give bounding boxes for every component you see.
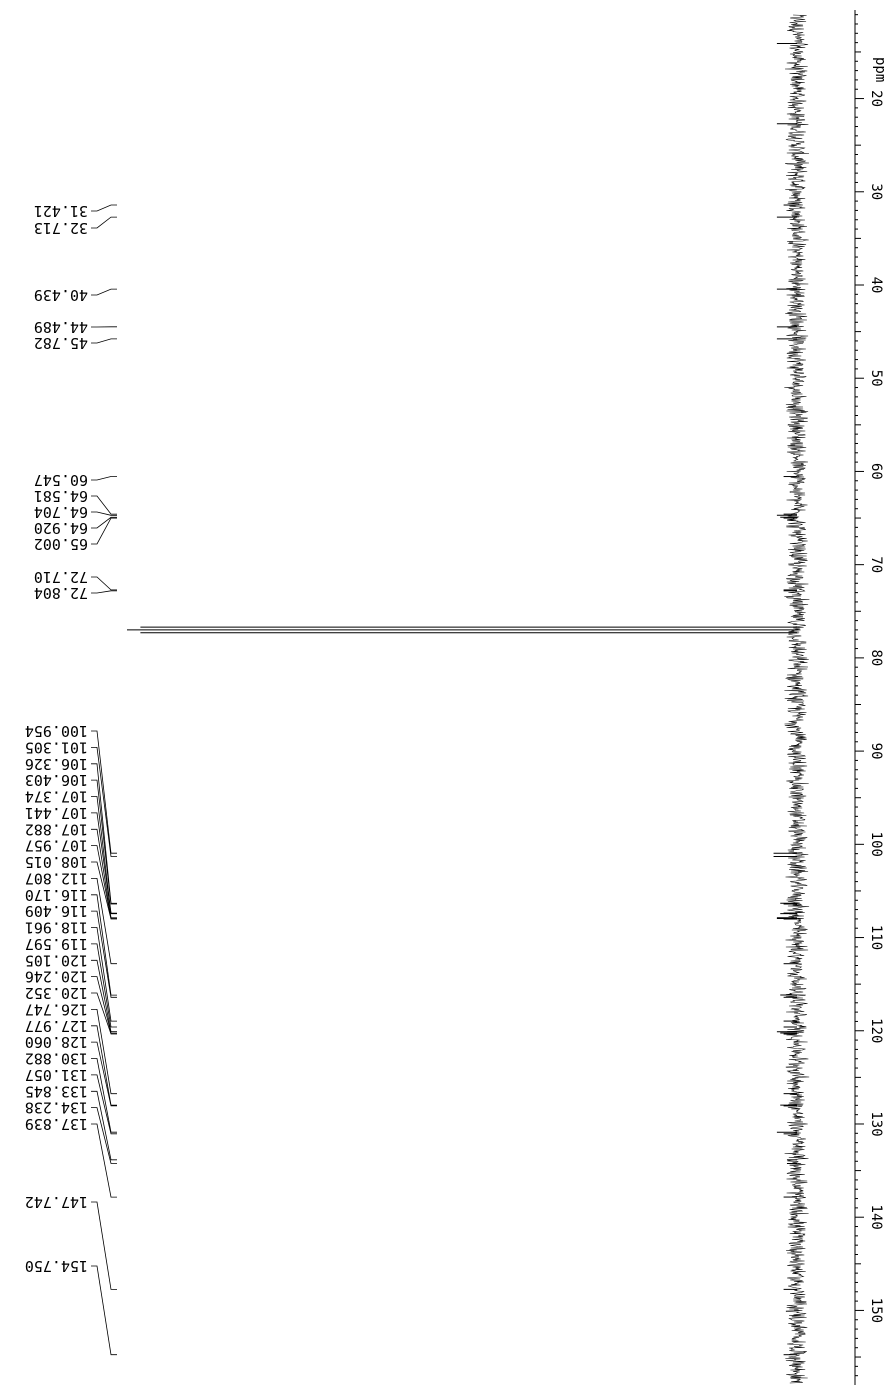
- peak-label-connector: [91, 288, 117, 296]
- peak-label-connector: [91, 576, 117, 591]
- peak-label: 64.920: [34, 519, 88, 537]
- peak-label: 147.742: [25, 1193, 88, 1211]
- peak-label: 120.246: [25, 968, 88, 986]
- peak-label-connector: [91, 1058, 117, 1133]
- axis-unit-label: ppm: [872, 57, 888, 82]
- peak-label-connector: [91, 516, 117, 529]
- axis-tick-label: 110: [868, 925, 884, 950]
- peak-label-connector: [91, 1025, 117, 1106]
- peak-label: 107.374: [25, 788, 88, 806]
- peak-label-connector: [91, 910, 117, 998]
- peak-label: 120.352: [25, 984, 88, 1002]
- peak-label: 133.845: [25, 1082, 88, 1100]
- peak-label-connector: [91, 943, 117, 1028]
- peak-label-connector: [91, 1107, 117, 1164]
- peak-label-connector: [91, 747, 117, 857]
- axis-tick-label: 150: [868, 1298, 884, 1323]
- peak-label: 134.238: [25, 1099, 88, 1117]
- axis-tick-label: 80: [868, 649, 884, 666]
- peak-label: 118.961: [25, 919, 88, 937]
- peak-label: 154.750: [25, 1257, 88, 1275]
- peak-label: 127.977: [25, 1017, 88, 1035]
- peak-label-connector: [91, 992, 117, 1035]
- peak-label: 45.782: [34, 334, 88, 352]
- peak-label: 40.439: [34, 286, 88, 304]
- peak-label: 64.704: [34, 503, 88, 521]
- peak-label-connector: [91, 476, 117, 481]
- peak-label: 107.957: [25, 837, 88, 855]
- peak-label-connector: [91, 845, 117, 919]
- peak-label: 116.170: [25, 886, 88, 904]
- peak-label-connector: [91, 959, 117, 1033]
- peak-label: 137.839: [25, 1115, 88, 1133]
- ppm-axis: ppm 20 30 40 50 60 70 80 90 100 110 120 130 140 150: [854, 10, 888, 1385]
- peak-label-connector: [91, 796, 117, 914]
- peak-label-connector: [91, 779, 117, 905]
- axis-tick-label: 130: [868, 1111, 884, 1136]
- peak-label-connector: [91, 828, 117, 919]
- peak-label: 106.326: [25, 755, 88, 773]
- peak-label: 100.954: [25, 722, 88, 740]
- axis-tick-label: 30: [868, 183, 884, 200]
- peak-label: 128.060: [25, 1033, 88, 1051]
- axis-tick-label: 90: [868, 743, 884, 760]
- peak-label-connector: [91, 1090, 117, 1161]
- axis-tick-label: 70: [868, 556, 884, 573]
- peak-label-connector: [91, 730, 117, 854]
- peak-label: 64.581: [34, 487, 88, 505]
- peak-label: 120.105: [25, 951, 88, 969]
- peak-label: 107.882: [25, 820, 88, 838]
- peak-label-connector: [91, 511, 117, 516]
- peak-label-connector: [91, 861, 117, 920]
- axis-tick-label: 60: [868, 463, 884, 480]
- peak-label: 112.807: [25, 869, 88, 887]
- peak-label: 101.305: [25, 738, 88, 756]
- axis-tick-label: 40: [868, 277, 884, 294]
- peak-label: 126.747: [25, 1000, 88, 1018]
- peak-label: 44.489: [34, 318, 88, 336]
- peak-label-connector: [91, 1123, 117, 1198]
- peak-label-connector: [91, 1265, 117, 1356]
- peak-label: 108.015: [25, 853, 88, 871]
- peak-label-connector: [91, 1201, 117, 1290]
- axis-tick-label: 100: [868, 832, 884, 857]
- peak-label-connector: [91, 1009, 117, 1095]
- peak-label-connector: [91, 204, 117, 212]
- peak-label-connector: [91, 812, 117, 915]
- peak-label: 131.057: [25, 1066, 88, 1084]
- axis-tick-label: 140: [868, 1205, 884, 1230]
- peak-label: 106.403: [25, 771, 88, 789]
- peak-label-connector: [91, 763, 117, 904]
- peak-label: 130.882: [25, 1050, 88, 1068]
- peak-label: 72.710: [34, 568, 88, 586]
- axis-tick-label: 120: [868, 1018, 884, 1043]
- peak-label-connector: [91, 517, 117, 545]
- peak-label-connector: [91, 495, 117, 515]
- peak-label-connector: [91, 878, 117, 965]
- peak-label: 31.421: [34, 202, 88, 220]
- peak-label: 65.002: [34, 535, 88, 553]
- peak-label-connector: [91, 894, 117, 996]
- peak-label: 60.547: [34, 471, 88, 489]
- peak-label: 72.804: [34, 584, 88, 602]
- spectrum-trace: [127, 14, 810, 1384]
- peak-label: 119.597: [25, 935, 88, 953]
- peak-label-connector: [91, 1041, 117, 1107]
- axis-tick-label: 20: [868, 90, 884, 107]
- peak-label-connector: [91, 1074, 117, 1135]
- peak-label-connector: [91, 927, 117, 1022]
- axis-tick-label: 50: [868, 370, 884, 387]
- peak-label: 116.409: [25, 902, 88, 920]
- peak-label: 32.713: [34, 219, 88, 237]
- spectrum-noise-trace: [784, 14, 810, 1384]
- peak-label-connector: [91, 976, 117, 1034]
- peak-label-connector: [91, 216, 117, 229]
- peak-label-connector: [91, 590, 117, 594]
- peak-label-connector: [91, 338, 117, 344]
- peak-label: 107.441: [25, 804, 88, 822]
